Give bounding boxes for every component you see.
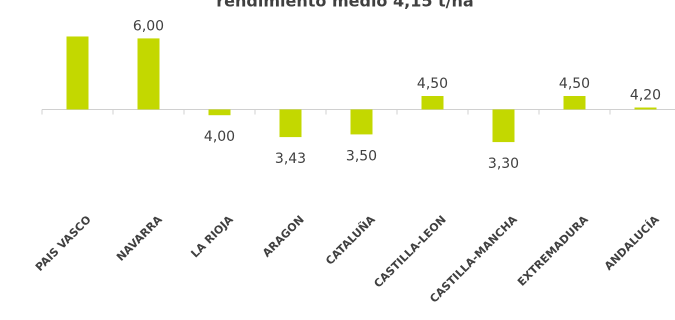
bar	[208, 109, 231, 116]
value-label: 4,00	[204, 129, 235, 145]
bar	[492, 109, 515, 143]
bar	[634, 107, 657, 110]
x-tick-label: ARAGON	[260, 213, 307, 260]
chart-title: rendimiento medio 4,15 t/ha	[216, 0, 473, 11]
x-tick-label: NAVARRA	[114, 213, 165, 264]
x-tick-label: ANDALUCÍA	[602, 213, 662, 273]
x-tick-label: EXTREMADURA	[515, 213, 591, 289]
x-tick-label: PAIS VASCO	[33, 213, 94, 274]
value-label: 6,00	[133, 18, 164, 34]
value-label: 3,50	[346, 148, 377, 164]
value-label: 4,50	[559, 76, 590, 92]
bar	[421, 96, 444, 110]
bar	[350, 109, 373, 135]
bar	[563, 96, 586, 110]
value-label: 4,20	[630, 88, 661, 104]
x-tick-label: CATALUÑA	[323, 213, 378, 268]
value-label: 3,43	[275, 151, 306, 167]
value-label: 4,50	[417, 76, 448, 92]
bar	[279, 109, 302, 138]
value-label: 3,30	[488, 156, 519, 172]
x-tick-label: CASTILLA-LEON	[371, 213, 448, 290]
x-tick-label: LA RIOJA	[188, 213, 236, 261]
bar	[137, 38, 160, 110]
bar	[66, 36, 89, 110]
